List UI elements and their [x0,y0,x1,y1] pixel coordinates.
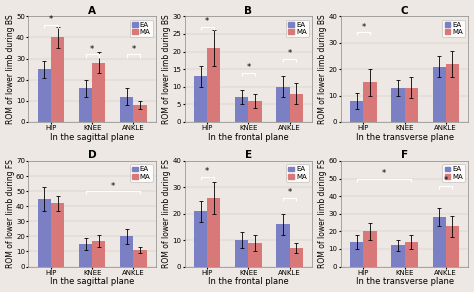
Bar [446,226,459,267]
Legend: EA, MA: EA, MA [130,20,153,37]
Text: *: * [382,169,386,178]
Bar [194,211,207,267]
X-axis label: In the sagittal plane: In the sagittal plane [50,133,135,142]
Bar [194,76,207,122]
X-axis label: In the frontal plane: In the frontal plane [208,133,289,142]
Bar [350,242,364,267]
Text: *: * [111,182,115,191]
Bar [51,203,64,267]
Y-axis label: ROM of lower limb during BS: ROM of lower limb during BS [162,14,171,124]
Y-axis label: ROM of lower limb during FS: ROM of lower limb during FS [162,159,171,268]
Y-axis label: ROM of lower limb during BS: ROM of lower limb during BS [318,14,327,124]
Title: E: E [245,150,252,160]
Text: *: * [444,176,448,185]
Bar [433,217,446,267]
Legend: EA, MA: EA, MA [286,20,309,37]
Text: *: * [205,17,210,26]
Title: F: F [401,150,408,160]
Y-axis label: ROM of lower limb during BS: ROM of lower limb during BS [6,14,15,124]
Bar [38,69,51,122]
Y-axis label: ROM of lower limb during FS: ROM of lower limb during FS [6,159,15,268]
Text: *: * [361,23,365,32]
Bar [79,88,92,122]
Legend: EA, MA: EA, MA [442,20,465,37]
Bar [350,101,364,122]
Bar [120,237,134,267]
X-axis label: In the transverse plane: In the transverse plane [356,133,454,142]
Bar [235,97,248,122]
Bar [120,97,134,122]
Bar [248,101,262,122]
Text: *: * [131,45,136,54]
Bar [364,82,376,122]
Bar [38,199,51,267]
Text: *: * [288,188,292,197]
Title: B: B [245,6,253,15]
Text: *: * [288,49,292,58]
Bar [207,48,220,122]
Bar [446,64,459,122]
Bar [134,105,146,122]
Bar [392,88,405,122]
Bar [134,250,146,267]
Bar [405,242,418,267]
Y-axis label: ROM of lower limb during FS: ROM of lower limb during FS [318,159,327,268]
Bar [290,94,303,122]
Legend: EA, MA: EA, MA [286,164,309,182]
Bar [207,198,220,267]
Title: D: D [88,150,97,160]
Bar [290,248,303,267]
Bar [92,241,106,267]
Bar [248,243,262,267]
Legend: EA, MA: EA, MA [130,164,153,182]
Bar [433,67,446,122]
Bar [276,224,290,267]
X-axis label: In the transverse plane: In the transverse plane [356,277,454,286]
Bar [364,231,376,267]
Text: *: * [90,45,94,54]
Title: C: C [401,6,409,15]
Bar [276,87,290,122]
Bar [51,37,64,122]
Text: *: * [246,63,251,72]
X-axis label: In the frontal plane: In the frontal plane [208,277,289,286]
X-axis label: In the sagittal plane: In the sagittal plane [50,277,135,286]
Legend: EA, MA: EA, MA [442,164,465,182]
Title: A: A [88,6,96,15]
Bar [392,246,405,267]
Text: *: * [49,15,53,24]
Bar [79,244,92,267]
Text: *: * [205,167,210,176]
Bar [235,240,248,267]
Bar [405,88,418,122]
Bar [92,63,106,122]
